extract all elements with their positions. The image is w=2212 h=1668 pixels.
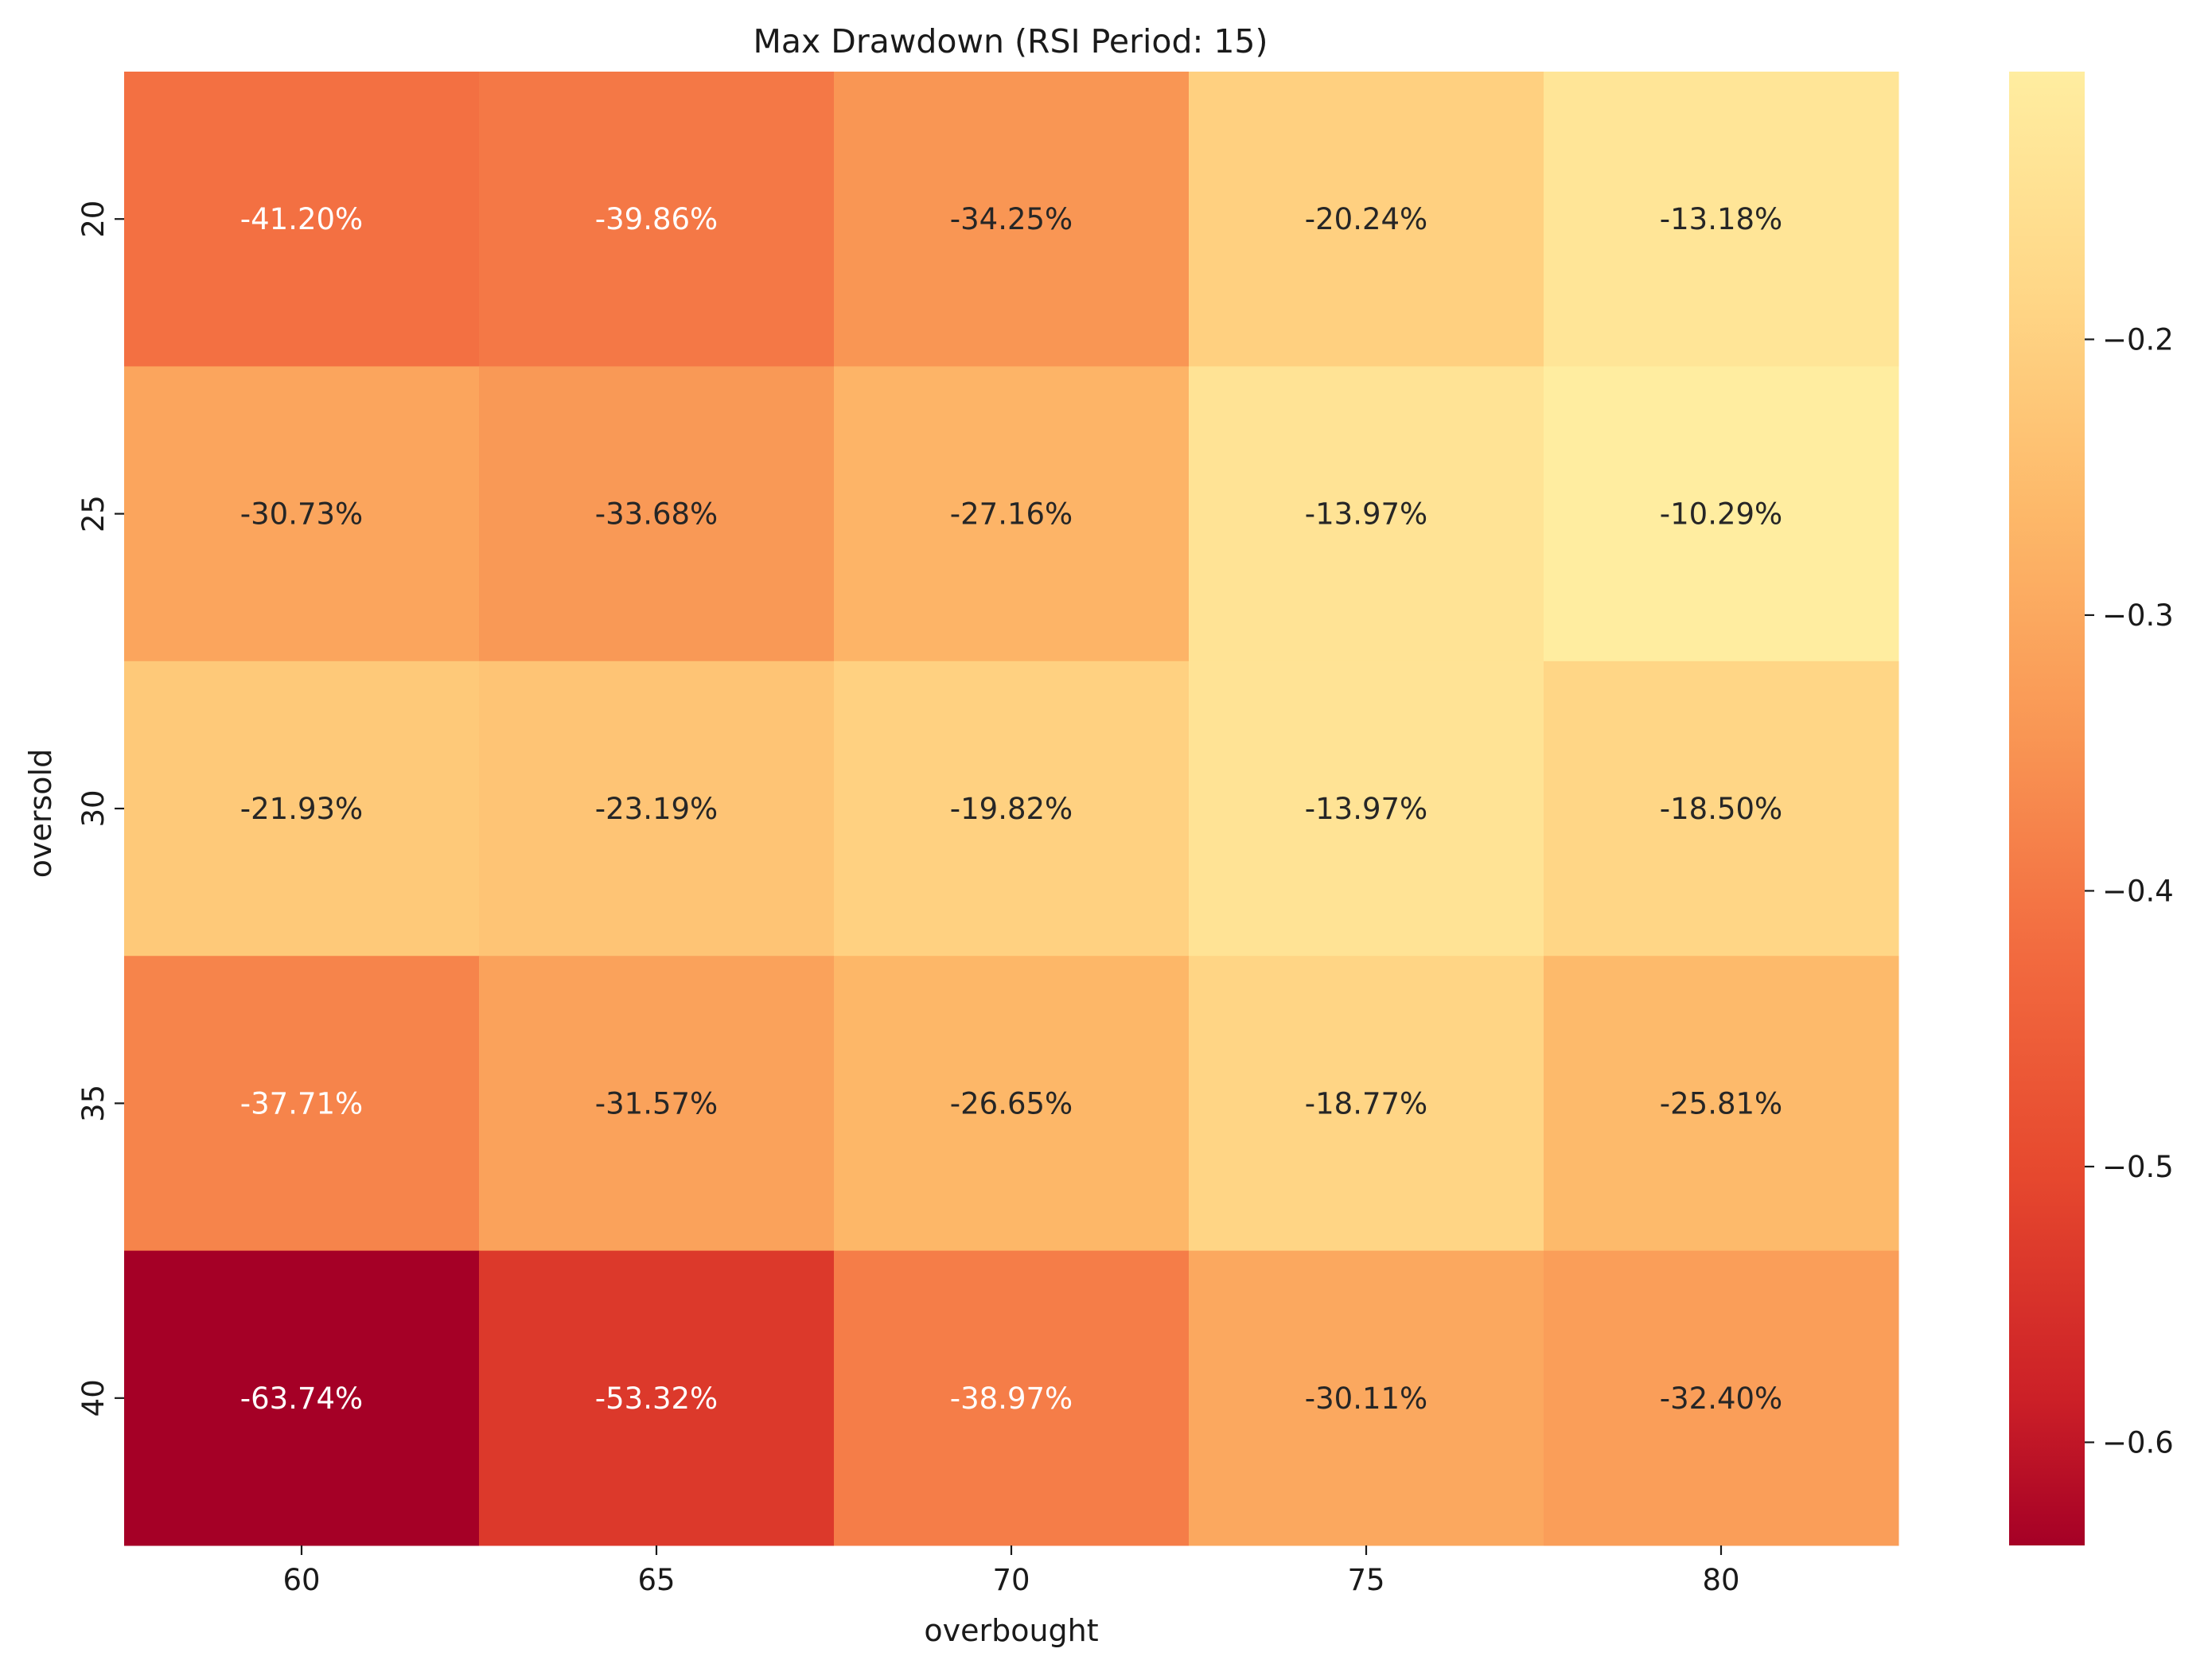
cell-annotation-r3-c0: -37.71% (240, 1086, 363, 1120)
x-axis-ticks: 60 65 70 75 80 (282, 1545, 1740, 1597)
y-tick-label-20: 20 (76, 201, 111, 238)
colorbar (2009, 72, 2085, 1545)
cell-annotation-r1-c1: -33.68% (595, 497, 718, 532)
heatmap-cell-r2-c2 (834, 661, 1190, 957)
heatmap-cell-r1-c4 (1544, 366, 1899, 662)
heatmap-cell-r0-c0 (124, 72, 480, 367)
cell-annotation-r2-c0: -21.93% (240, 792, 363, 826)
colorbar-tick-label-0: −0.6 (2102, 1425, 2174, 1460)
cell-annotation-r4-c3: -30.11% (1305, 1382, 1427, 1416)
heatmap-cell-r3-c3 (1189, 956, 1544, 1252)
heatmap-cell-r1-c3 (1189, 366, 1544, 662)
cell-annotation-r3-c1: -31.57% (595, 1086, 718, 1120)
cell-annotation-r2-c1: -23.19% (595, 792, 718, 826)
y-tick-label-35: 35 (76, 1085, 111, 1122)
cell-annotation-r3-c4: -25.81% (1660, 1086, 1782, 1120)
cell-annotation-r1-c0: -30.73% (240, 497, 363, 532)
heatmap-cell-r4-c4 (1544, 1250, 1899, 1546)
colorbar-tick-label-2: −0.4 (2102, 874, 2174, 908)
x-tick-label-75: 75 (1347, 1563, 1384, 1597)
heatmap-cell-r3-c1 (479, 956, 835, 1252)
heatmap-cell-r0-c4 (1544, 72, 1899, 367)
x-tick-label-80: 80 (1702, 1563, 1739, 1597)
cell-annotation-r0-c0: -41.20% (240, 202, 363, 236)
cell-annotation-r2-c2: -19.82% (950, 792, 1073, 826)
chart-title: Max Drawdown (RSI Period: 15) (753, 22, 1268, 60)
heatmap-cell-labels: -41.20% -39.86% -34.25% -20.24% -13.18% -30.7… (240, 202, 1782, 1416)
y-tick-label-25: 25 (76, 495, 111, 532)
x-tick-label-70: 70 (992, 1563, 1030, 1597)
y-tick-label-40: 40 (76, 1379, 111, 1417)
heatmap-cell-r2-c0 (124, 661, 480, 957)
heatmap-cell-r3-c0 (124, 956, 480, 1252)
heatmap-cell-r3-c2 (834, 956, 1190, 1252)
cell-annotation-r3-c3: -18.77% (1305, 1086, 1427, 1120)
cell-annotation-r1-c2: -27.16% (950, 497, 1073, 532)
x-tick-label-65: 65 (637, 1563, 675, 1597)
heatmap-cell-r4-c3 (1189, 1250, 1544, 1546)
heatmap-cell-r1-c2 (834, 366, 1190, 662)
colorbar-tick-label-3: −0.3 (2102, 598, 2174, 633)
cell-annotation-r4-c2: -38.97% (950, 1382, 1073, 1416)
colorbar-tick-label-1: −0.5 (2102, 1150, 2174, 1184)
heatmap-cell-r3-c4 (1544, 956, 1899, 1252)
colorbar-tick-label-4: −0.2 (2102, 322, 2174, 357)
y-axis-label: oversold (23, 749, 58, 878)
heatmap-cell-r0-c2 (834, 72, 1190, 367)
y-tick-label-30: 30 (76, 789, 111, 827)
cell-annotation-r0-c4: -13.18% (1660, 202, 1782, 236)
cell-annotation-r1-c3: -13.97% (1305, 497, 1427, 532)
cell-annotation-r0-c2: -34.25% (950, 202, 1073, 236)
heatmap-cell-r1-c0 (124, 366, 480, 662)
cell-annotation-r1-c4: -10.29% (1660, 497, 1782, 532)
cell-annotation-r0-c3: -20.24% (1305, 202, 1427, 236)
heatmap-cell-r0-c3 (1189, 72, 1544, 367)
heatmap-cell-r1-c1 (479, 366, 835, 662)
cell-annotation-r0-c1: -39.86% (595, 202, 718, 236)
colorbar-ticks: −0.6 −0.5 −0.4 −0.3 −0.2 (2085, 322, 2174, 1460)
heatmap-cell-r2-c4 (1544, 661, 1899, 957)
x-tick-label-60: 60 (282, 1563, 320, 1597)
heatmap-cell-r2-c1 (479, 661, 835, 957)
heatmap-cell-r0-c1 (479, 72, 835, 367)
heatmap-cell-r2-c3 (1189, 661, 1544, 957)
cell-annotation-r3-c2: -26.65% (950, 1086, 1073, 1120)
cell-annotation-r2-c4: -18.50% (1660, 792, 1782, 826)
cell-annotation-r4-c1: -53.32% (595, 1382, 718, 1416)
x-axis-label: overbought (924, 1613, 1098, 1648)
heatmap-cell-r4-c1 (479, 1250, 835, 1546)
y-axis-ticks: 20 25 30 35 40 (76, 201, 124, 1417)
cell-annotation-r2-c3: -13.97% (1305, 792, 1427, 826)
cell-annotation-r4-c4: -32.40% (1660, 1382, 1782, 1416)
cell-annotation-r4-c0: -63.74% (240, 1382, 363, 1416)
heatmap-cells (124, 72, 1899, 1546)
heatmap-cell-r4-c0 (124, 1250, 480, 1546)
heatmap-cell-r4-c2 (834, 1250, 1190, 1546)
